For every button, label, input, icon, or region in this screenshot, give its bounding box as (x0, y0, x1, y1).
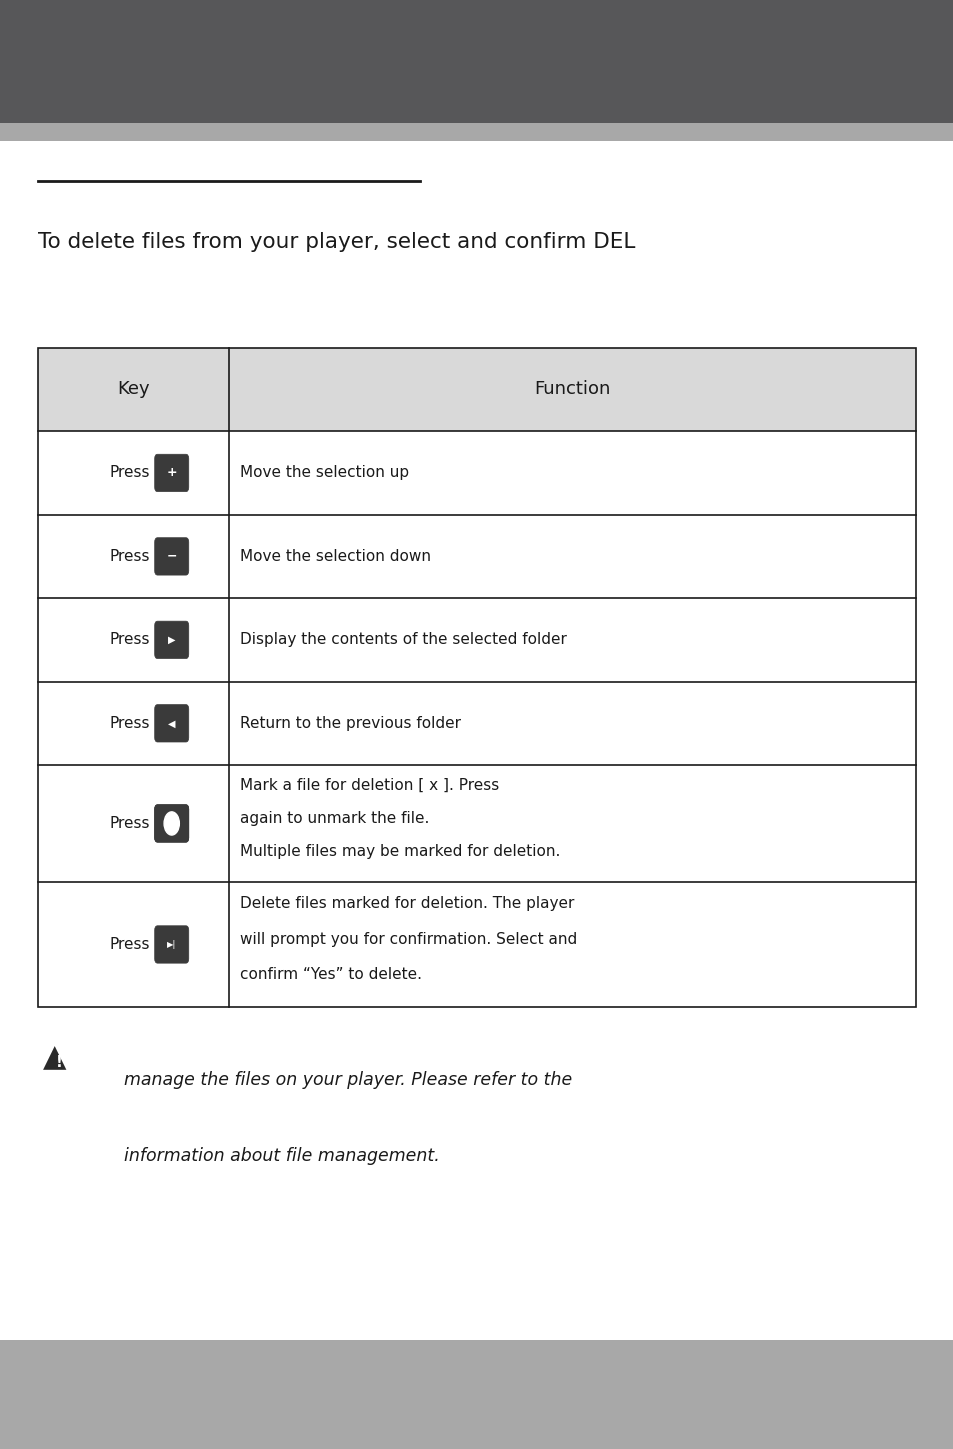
Text: To delete files from your player, select and confirm DEL: To delete files from your player, select… (38, 232, 635, 252)
Text: Mark a file for deletion [ x ]. Press: Mark a file for deletion [ x ]. Press (240, 778, 499, 793)
Text: Delete files marked for deletion. The player: Delete files marked for deletion. The pl… (240, 895, 574, 911)
Text: !: ! (55, 1055, 63, 1069)
Text: confirm “Yes” to delete.: confirm “Yes” to delete. (240, 968, 422, 982)
FancyBboxPatch shape (154, 804, 189, 842)
Text: Press: Press (110, 465, 150, 481)
Text: Display the contents of the selected folder: Display the contents of the selected fol… (240, 632, 567, 648)
Text: ◀: ◀ (168, 719, 175, 729)
Text: ▶|: ▶| (167, 940, 176, 949)
FancyBboxPatch shape (154, 804, 189, 842)
Text: ▶: ▶ (168, 635, 175, 645)
FancyBboxPatch shape (154, 926, 189, 964)
Text: Press: Press (110, 632, 150, 648)
Text: Press: Press (110, 549, 150, 564)
FancyBboxPatch shape (154, 622, 189, 658)
Text: again to unmark the file.: again to unmark the file. (240, 811, 430, 826)
Circle shape (164, 811, 179, 835)
Text: Function: Function (534, 381, 610, 398)
Text: Multiple files may be marked for deletion.: Multiple files may be marked for deletio… (240, 845, 560, 859)
Text: will prompt you for confirmation. Select and: will prompt you for confirmation. Select… (240, 932, 578, 946)
Text: Move the selection down: Move the selection down (240, 549, 431, 564)
Text: +: + (166, 467, 177, 480)
Text: Press: Press (110, 816, 150, 830)
Bar (0, 123, 953, 141)
Text: information about file management.: information about file management. (124, 1148, 439, 1165)
Bar (0, 0, 953, 123)
Bar (38, 348, 915, 432)
FancyBboxPatch shape (154, 454, 189, 491)
Bar (0, 1340, 953, 1449)
Text: Press: Press (110, 938, 150, 952)
Text: Move the selection up: Move the selection up (240, 465, 409, 481)
Text: Return to the previous folder: Return to the previous folder (240, 716, 461, 730)
Text: ▲: ▲ (43, 1043, 67, 1072)
Text: −: − (166, 551, 177, 562)
Text: manage the files on your player. Please refer to the: manage the files on your player. Please … (124, 1071, 572, 1088)
Text: Key: Key (117, 381, 150, 398)
Bar (38, 348, 915, 1007)
FancyBboxPatch shape (154, 538, 189, 575)
FancyBboxPatch shape (154, 704, 189, 742)
Text: Press: Press (110, 716, 150, 730)
